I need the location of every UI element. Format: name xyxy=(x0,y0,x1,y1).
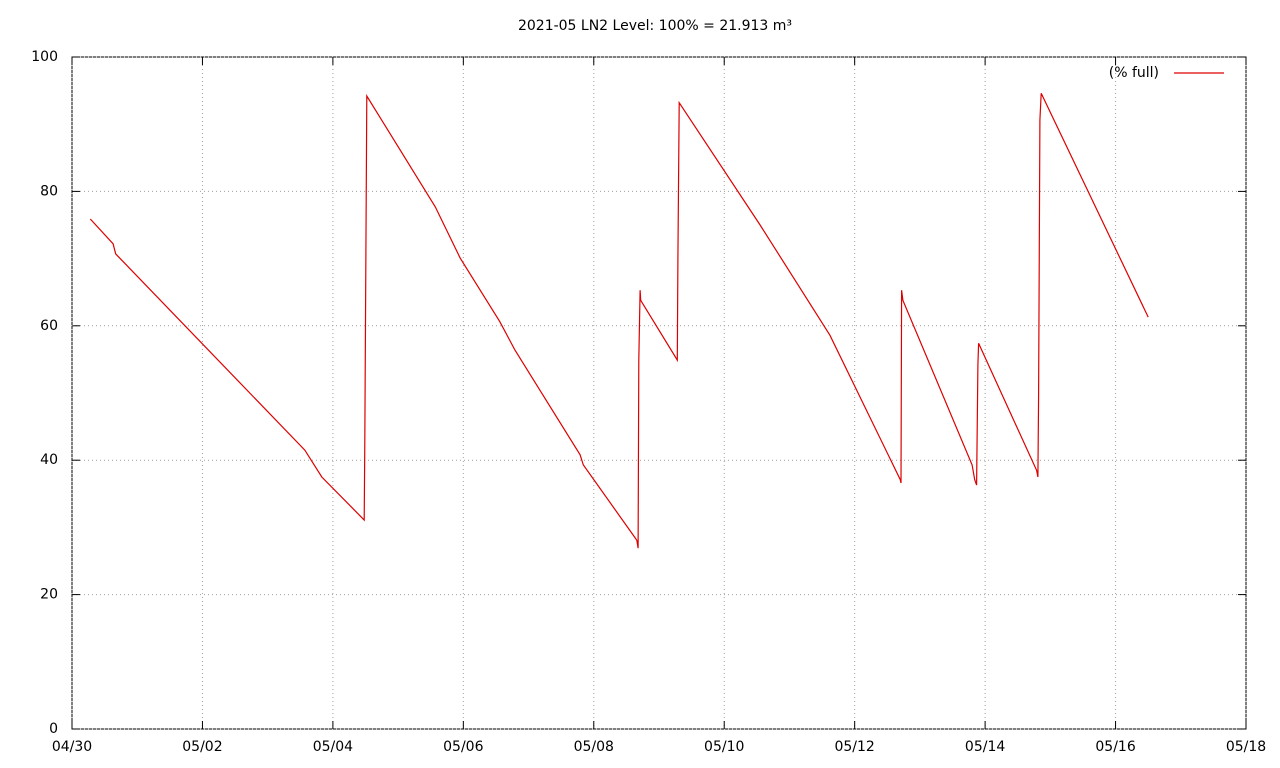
y-tick-label: 60 xyxy=(40,318,58,334)
x-tick-label: 05/14 xyxy=(965,739,1005,755)
y-tick-label: 80 xyxy=(40,183,58,199)
chart-title: 2021-05 LN2 Level: 100% = 21.913 m³ xyxy=(518,18,792,34)
x-tick-label: 05/12 xyxy=(834,739,874,755)
x-tick-label: 05/04 xyxy=(313,739,353,755)
x-tick-label: 05/10 xyxy=(704,739,744,755)
x-tick-label: 04/30 xyxy=(52,739,92,755)
y-tick-label: 0 xyxy=(49,721,58,737)
x-tick-label: 05/16 xyxy=(1095,739,1135,755)
x-tick-label: 05/02 xyxy=(182,739,222,755)
y-tick-label: 20 xyxy=(40,587,58,603)
legend-label: (% full) xyxy=(1109,65,1159,81)
x-tick-label: 05/18 xyxy=(1226,739,1266,755)
x-tick-label: 05/06 xyxy=(443,739,483,755)
x-tick-label: 05/08 xyxy=(574,739,614,755)
y-tick-label: 100 xyxy=(31,49,58,65)
plot-frame xyxy=(71,56,1247,730)
data-line xyxy=(89,93,1149,549)
y-tick-label: 40 xyxy=(40,452,58,468)
